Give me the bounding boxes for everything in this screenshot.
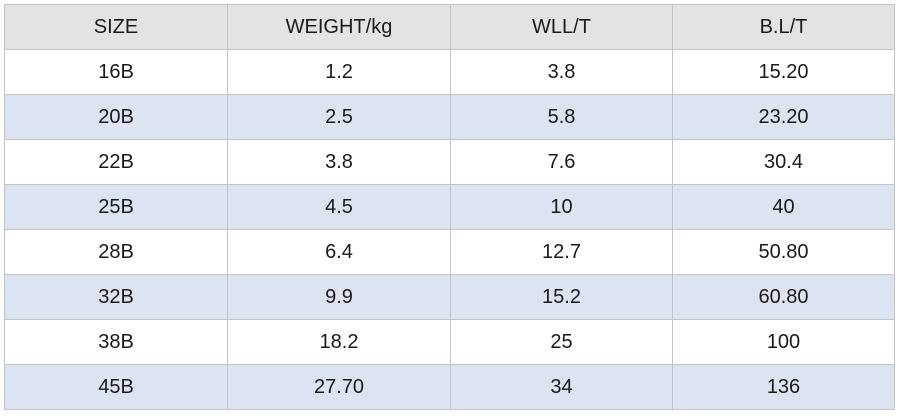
header-bl: B.L/T (672, 4, 895, 50)
cell-bl: 23.20 (672, 94, 895, 140)
table-row: 32B 9.9 15.2 60.80 (4, 274, 895, 320)
header-size: SIZE (4, 4, 228, 50)
cell-size: 38B (4, 319, 228, 365)
header-row: SIZE WEIGHT/kg WLL/T B.L/T (4, 4, 895, 50)
cell-size: 25B (4, 184, 228, 230)
cell-wll: 3.8 (450, 49, 673, 95)
table-body: 16B 1.2 3.8 15.20 20B 2.5 5.8 23.20 22B … (4, 49, 895, 410)
cell-bl: 30.4 (672, 139, 895, 185)
cell-size: 22B (4, 139, 228, 185)
cell-bl: 15.20 (672, 49, 895, 95)
cell-bl: 136 (672, 364, 895, 410)
cell-size: 20B (4, 94, 228, 140)
table-row: 38B 18.2 25 100 (4, 319, 895, 365)
cell-weight: 9.9 (227, 274, 451, 320)
cell-weight: 27.70 (227, 364, 451, 410)
header-wll: WLL/T (450, 4, 673, 50)
header-weight: WEIGHT/kg (227, 4, 451, 50)
cell-size: 16B (4, 49, 228, 95)
cell-weight: 1.2 (227, 49, 451, 95)
table-row: 22B 3.8 7.6 30.4 (4, 139, 895, 185)
cell-wll: 15.2 (450, 274, 673, 320)
cell-bl: 100 (672, 319, 895, 365)
cell-wll: 7.6 (450, 139, 673, 185)
table-row: 28B 6.4 12.7 50.80 (4, 229, 895, 275)
cell-size: 45B (4, 364, 228, 410)
table-row: 25B 4.5 10 40 (4, 184, 895, 230)
cell-size: 32B (4, 274, 228, 320)
cell-bl: 50.80 (672, 229, 895, 275)
cell-wll: 12.7 (450, 229, 673, 275)
cell-size: 28B (4, 229, 228, 275)
table-header: SIZE WEIGHT/kg WLL/T B.L/T (4, 4, 895, 50)
cell-wll: 5.8 (450, 94, 673, 140)
cell-weight: 4.5 (227, 184, 451, 230)
cell-wll: 25 (450, 319, 673, 365)
table-row: 20B 2.5 5.8 23.20 (4, 94, 895, 140)
cell-weight: 2.5 (227, 94, 451, 140)
cell-wll: 34 (450, 364, 673, 410)
table-row: 45B 27.70 34 136 (4, 364, 895, 410)
spec-table: SIZE WEIGHT/kg WLL/T B.L/T 16B 1.2 3.8 1… (4, 4, 895, 410)
table-row: 16B 1.2 3.8 15.20 (4, 49, 895, 95)
cell-weight: 6.4 (227, 229, 451, 275)
cell-weight: 3.8 (227, 139, 451, 185)
cell-bl: 60.80 (672, 274, 895, 320)
cell-bl: 40 (672, 184, 895, 230)
cell-wll: 10 (450, 184, 673, 230)
cell-weight: 18.2 (227, 319, 451, 365)
